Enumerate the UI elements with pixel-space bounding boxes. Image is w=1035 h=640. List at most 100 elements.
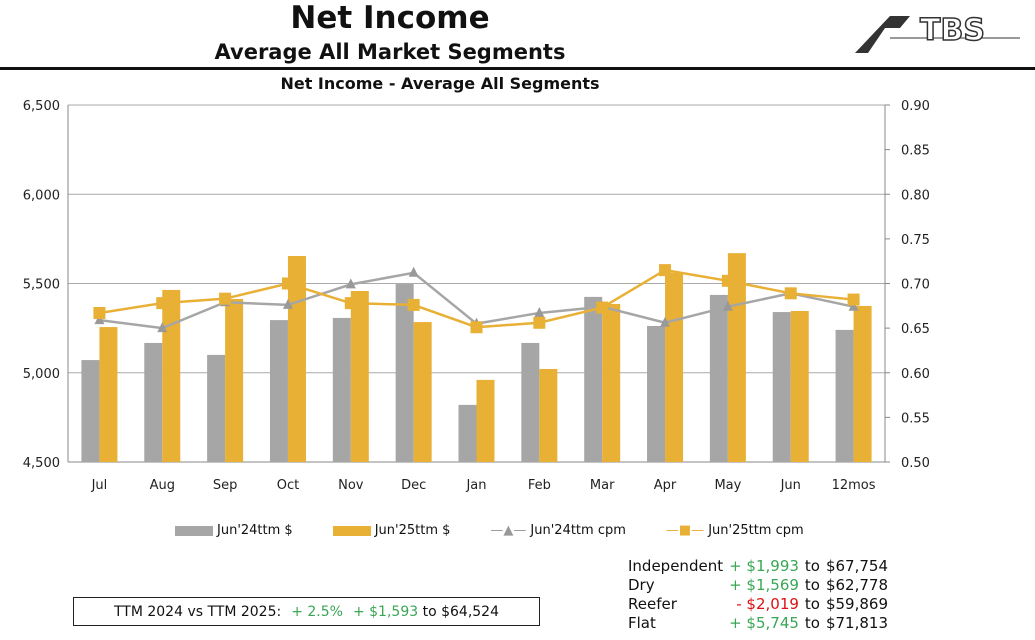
y2-tick-label: 0.50 <box>901 456 930 471</box>
y2-tick-label: 0.60 <box>901 367 930 382</box>
ttm-summary-box: TTM 2024 vs TTM 2025: + 2.5% + $1,593 to… <box>73 597 540 626</box>
header-divider <box>0 67 1035 70</box>
legend-swatch <box>175 525 213 536</box>
atbs-logo: TBS <box>855 12 1020 53</box>
legend-item: —■— Jun'25ttm cpm <box>666 523 804 538</box>
marker-jun25-cpm <box>596 301 609 314</box>
chart-title: Net Income - Average All Segments <box>280 74 600 93</box>
legend-label: Jun'25ttm $ <box>374 523 451 538</box>
bar-jun24 <box>207 354 226 462</box>
segment-to: to <box>804 576 820 594</box>
y2-tick-label: 0.70 <box>901 278 930 293</box>
bar-jun24 <box>835 329 854 462</box>
ttm-label: TTM 2024 vs TTM 2025: <box>113 603 282 620</box>
ttm-total: to $64,524 <box>422 603 499 620</box>
marker-jun25-cpm <box>407 298 420 311</box>
bar-jun24 <box>395 284 414 462</box>
marker-jun25-cpm <box>219 292 232 305</box>
y2-tick-label: 0.90 <box>901 99 930 114</box>
segment-delta: + $5,745 <box>729 614 799 632</box>
bar-jun25 <box>539 369 558 462</box>
y-tick-label: 5,000 <box>23 367 60 382</box>
legend-item: Jun'25ttm $ <box>332 523 451 538</box>
marker-jun25-cpm <box>721 274 734 287</box>
bar-jun25 <box>287 256 306 462</box>
bar-jun25 <box>665 272 684 462</box>
marker-jun25-cpm <box>344 297 357 310</box>
segment-name: Dry <box>628 576 655 594</box>
segment-name: Independent <box>628 557 724 575</box>
marker-jun24-cpm <box>94 314 105 325</box>
segment-delta: - $2,019 <box>736 595 799 613</box>
y2-tick-label: 0.75 <box>901 233 930 248</box>
bar-jun25 <box>350 290 369 462</box>
marker-jun24-cpm <box>848 300 859 311</box>
bar-jun24 <box>584 296 603 462</box>
segment-to: to <box>804 614 820 632</box>
segment-row: Reefer - $2,019 to $59,869 <box>628 595 894 614</box>
marker-jun24-cpm <box>345 278 356 289</box>
segment-row: Flat + $5,745 to $71,813 <box>628 614 894 633</box>
y-tick-label: 5,500 <box>23 278 60 293</box>
marker-jun25-cpm <box>659 264 672 277</box>
marker-jun24-cpm <box>282 298 293 309</box>
segment-name: Reefer <box>628 595 677 613</box>
segment-value: $67,754 <box>825 557 888 575</box>
bar-jun25 <box>602 304 621 462</box>
bar-jun25 <box>225 299 244 462</box>
x-tick-label: Jul <box>91 478 108 493</box>
bar-jun24 <box>521 342 540 462</box>
bar-jun25 <box>853 305 872 462</box>
y-tick-label: 6,500 <box>23 99 60 114</box>
marker-jun24-cpm <box>660 316 671 327</box>
marker-jun24-cpm <box>722 300 733 311</box>
bar-jun25 <box>413 322 432 462</box>
segment-row: Dry + $1,569 to $62,778 <box>628 576 894 595</box>
marker-jun24-cpm <box>408 266 419 277</box>
marker-jun25-cpm <box>156 297 169 310</box>
segment-value: $59,869 <box>825 595 888 613</box>
marker-jun25-cpm <box>533 316 546 329</box>
y-tick-label: 6,000 <box>23 188 60 203</box>
y2-tick-label: 0.55 <box>901 411 930 426</box>
legend-line-swatch: —▲— <box>490 523 527 538</box>
segment-delta: + $1,993 <box>729 557 799 575</box>
x-tick-label: May <box>714 478 741 493</box>
x-tick-label: Dec <box>401 478 426 493</box>
segment-to: to <box>804 557 820 575</box>
legend-line-swatch: —■— <box>665 523 705 538</box>
bar-jun24 <box>458 404 477 462</box>
svg-text:TBS: TBS <box>920 13 985 48</box>
bar-jun25 <box>476 379 495 462</box>
legend-label: Jun'24ttm cpm <box>530 523 626 538</box>
page-subtitle: Average All Market Segments <box>214 40 566 64</box>
marker-jun25-cpm <box>93 306 106 319</box>
x-tick-label: Feb <box>528 478 551 493</box>
bar-jun24 <box>647 325 666 462</box>
bar-jun25 <box>790 310 809 462</box>
bar-jun25 <box>162 289 181 462</box>
bar-jun24 <box>144 342 163 462</box>
legend-item: —▲— Jun'24ttm cpm <box>490 523 625 538</box>
y-tick-label: 4,500 <box>23 456 60 471</box>
legend-swatch <box>332 525 371 536</box>
segment-table: Independent + $1,993 to $67,754 Dry + $1,569 t… <box>628 557 894 633</box>
x-tick-label: Jun <box>780 478 801 493</box>
bar-jun24 <box>332 317 351 462</box>
bar-jun24 <box>709 294 728 462</box>
marker-jun25-cpm <box>281 277 294 290</box>
marker-jun24-cpm <box>157 322 168 333</box>
legend-label: Jun'24ttm $ <box>217 523 293 538</box>
segment-row: Independent + $1,993 to $67,754 <box>628 557 894 576</box>
x-tick-label: Mar <box>590 478 615 493</box>
bar-jun24 <box>81 360 100 462</box>
segment-value: $71,813 <box>825 614 888 632</box>
x-tick-label: Oct <box>277 478 299 493</box>
segment-value: $62,778 <box>825 576 888 594</box>
bar-jun25 <box>99 327 118 462</box>
marker-jun24-cpm <box>534 306 545 317</box>
bar-jun24 <box>269 320 288 462</box>
ttm-percent: + 2.5% <box>291 603 343 620</box>
x-tick-label: Aug <box>150 478 175 493</box>
x-tick-label: Apr <box>654 478 677 493</box>
